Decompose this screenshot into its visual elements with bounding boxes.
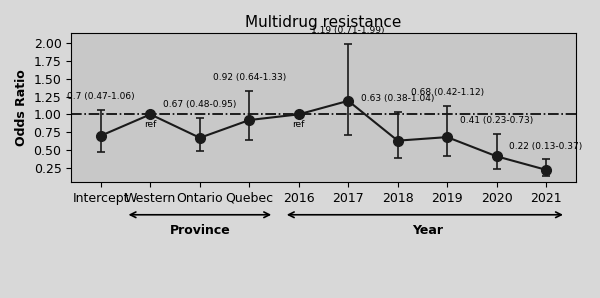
- Text: 0.92 (0.64-1.33): 0.92 (0.64-1.33): [212, 73, 286, 82]
- Text: ref: ref: [144, 120, 157, 129]
- Text: 0.63 (0.38-1.04): 0.63 (0.38-1.04): [361, 94, 434, 103]
- Text: Province: Province: [169, 224, 230, 237]
- Text: ref: ref: [293, 120, 305, 129]
- Text: 0.67 (0.48-0.95): 0.67 (0.48-0.95): [163, 100, 236, 109]
- Text: 0.41 (0.23-0.73): 0.41 (0.23-0.73): [460, 116, 533, 125]
- Text: Year: Year: [412, 224, 443, 237]
- Text: 0.68 (0.42-1.12): 0.68 (0.42-1.12): [410, 88, 484, 97]
- Text: 1.19 (0.71-1.99): 1.19 (0.71-1.99): [311, 27, 385, 35]
- Title: Multidrug resistance: Multidrug resistance: [245, 15, 401, 30]
- Text: 0.22 (0.13-0.37): 0.22 (0.13-0.37): [509, 142, 583, 150]
- Text: 0.7 (0.47-1.06): 0.7 (0.47-1.06): [67, 92, 135, 101]
- Y-axis label: Odds Ratio: Odds Ratio: [15, 69, 28, 146]
